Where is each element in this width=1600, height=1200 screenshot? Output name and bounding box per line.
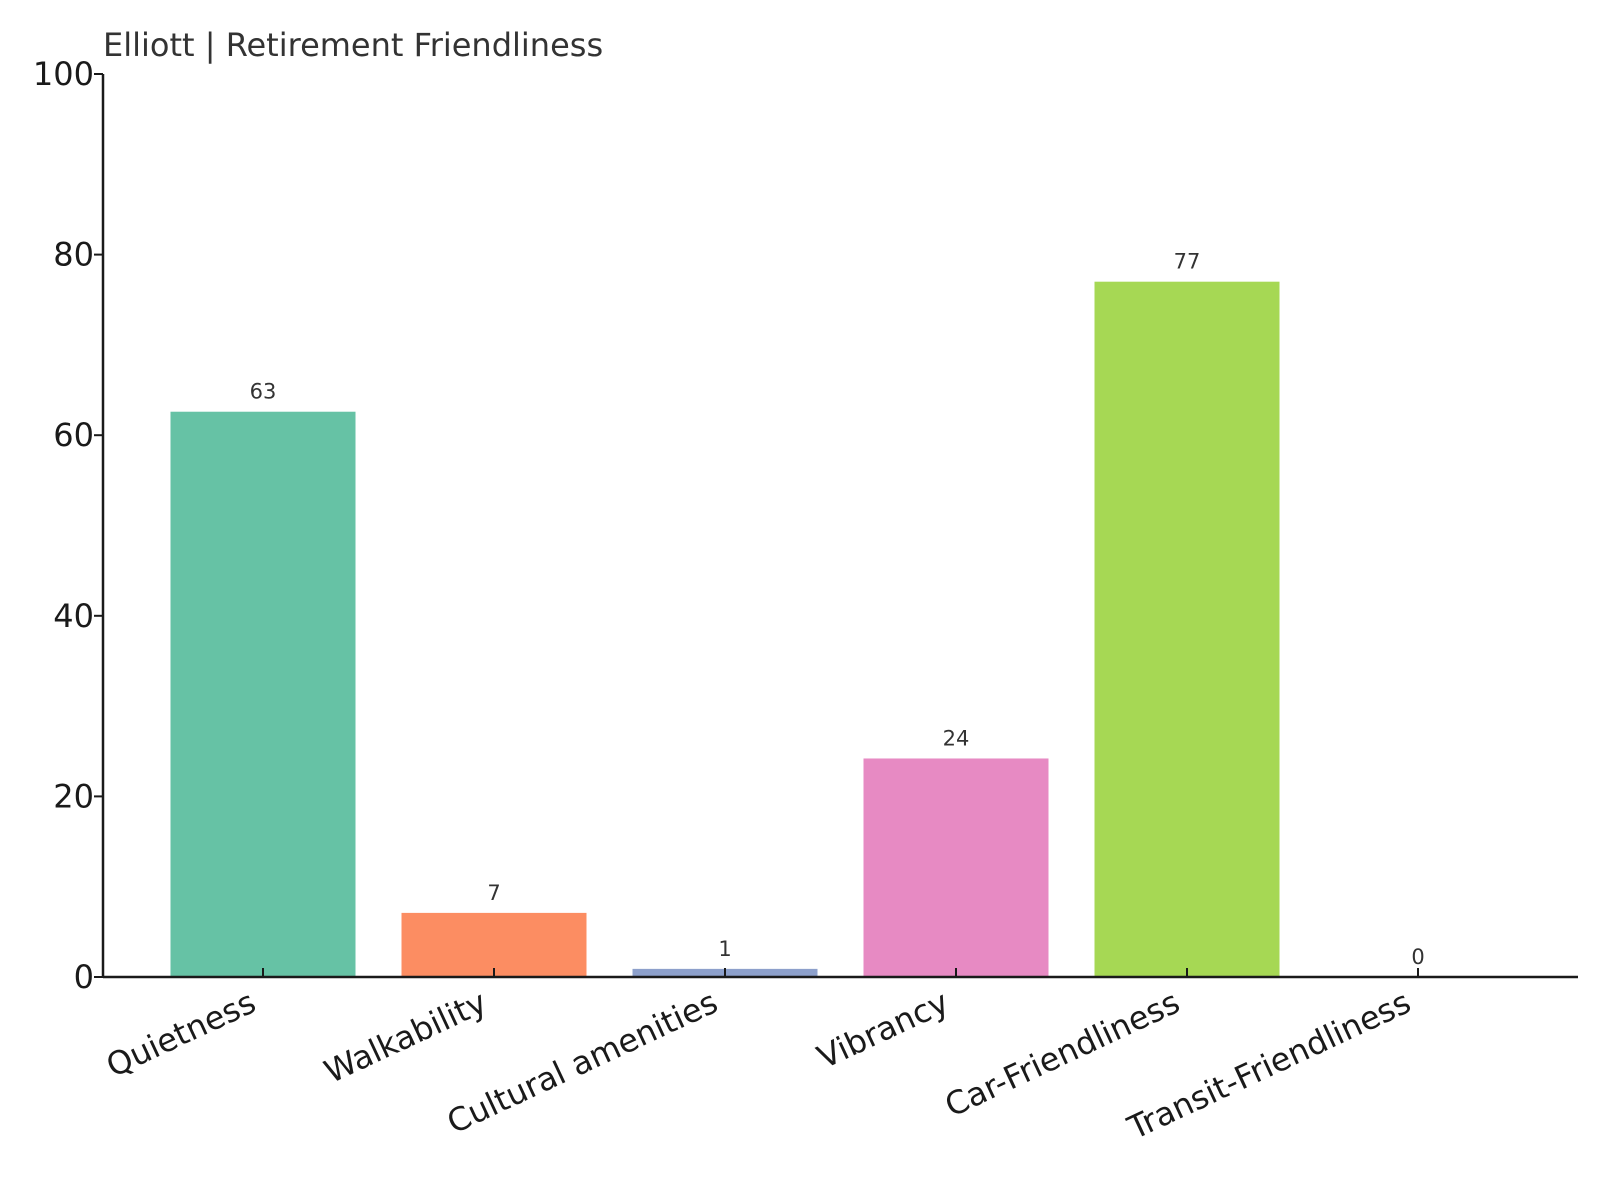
bars-group bbox=[170, 281, 1280, 977]
bar bbox=[863, 758, 1049, 977]
y-tick-label: 100 bbox=[33, 55, 94, 93]
data-label: 24 bbox=[943, 726, 970, 750]
data-label: 7 bbox=[487, 881, 500, 905]
y-tick-label: 0 bbox=[74, 958, 94, 996]
bar bbox=[401, 912, 587, 977]
x-tick-label: Walkability bbox=[318, 983, 492, 1091]
y-tick-label: 20 bbox=[53, 777, 94, 815]
y-axis-ticks: 0 20 40 60 80 100 bbox=[33, 55, 103, 996]
bar bbox=[1094, 281, 1280, 977]
y-tick-label: 40 bbox=[53, 597, 94, 635]
x-tick-label: Quietness bbox=[100, 983, 261, 1085]
data-label: 77 bbox=[1174, 250, 1201, 274]
y-tick-label: 80 bbox=[53, 236, 94, 274]
data-label: 1 bbox=[718, 937, 731, 961]
y-tick-label: 60 bbox=[53, 416, 94, 454]
data-labels-group: 63 7 1 24 77 0 bbox=[250, 250, 1425, 969]
bar bbox=[170, 411, 356, 977]
chart-title: Elliott | Retirement Friendliness bbox=[103, 26, 603, 64]
data-label: 63 bbox=[250, 380, 277, 404]
data-label: 0 bbox=[1411, 945, 1424, 969]
x-tick-label: Vibrancy bbox=[811, 983, 954, 1077]
